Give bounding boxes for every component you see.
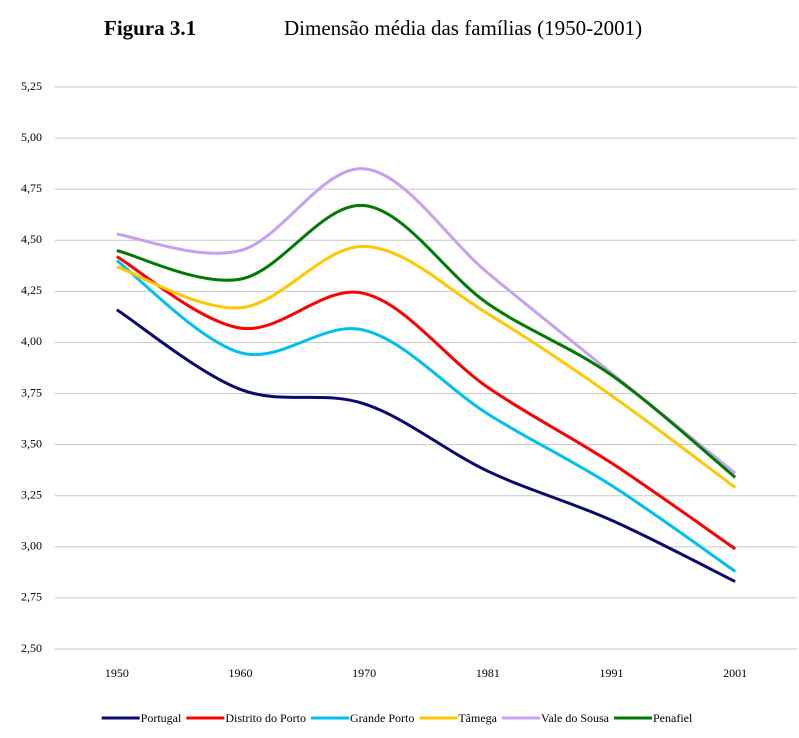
series-line [116,204,737,479]
y-tick-label: 2,75 [21,590,42,604]
legend-label: Vale do Sousa [541,711,610,725]
y-tick-label: 3,00 [21,539,42,553]
figure-label: Figura 3.1 [104,16,196,40]
y-tick-label: 3,25 [21,487,42,501]
y-tick-label: 4,75 [21,181,42,195]
x-tick-label: 1991 [600,666,624,680]
legend-label: Grande Porto [350,711,414,725]
y-tick-label: 4,25 [21,283,42,297]
legend-label: Penafiel [653,711,693,725]
legend-label: Distrito do Porto [225,711,306,725]
series-line [115,259,737,573]
x-tick-label: 1960 [229,666,253,680]
series-line [116,308,736,583]
y-tick-label: 3,75 [21,385,42,399]
y-tick-label: 5,00 [21,130,42,144]
y-tick-label: 2,50 [21,641,42,655]
y-tick-label: 3,50 [21,436,42,450]
x-tick-label: 1981 [476,666,500,680]
y-tick-label: 4,50 [21,232,42,246]
x-tick-label: 2001 [723,666,747,680]
x-tick-label: 1950 [105,666,129,680]
y-tick-label: 5,25 [21,79,42,93]
series-line [116,255,737,551]
y-tick-label: 4,00 [21,334,42,348]
series-line [116,244,737,489]
series-line [116,167,737,475]
x-tick-label: 1970 [352,666,376,680]
legend-label: Portugal [141,711,182,725]
chart-title: Dimensão média das famílias (1950-2001) [284,16,642,40]
legend-label: Tâmega [458,711,497,725]
